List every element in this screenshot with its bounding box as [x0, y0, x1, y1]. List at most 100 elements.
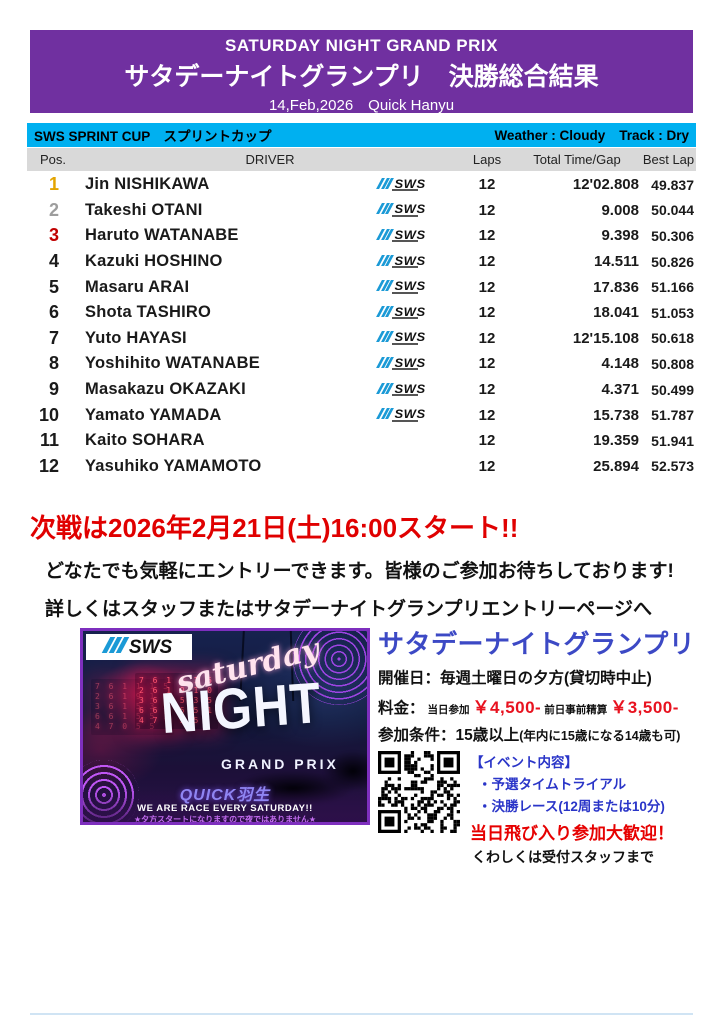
sws-stripes-icon	[376, 408, 394, 420]
total-time-value: 12'02.808	[572, 176, 639, 194]
sws-logo-underline	[392, 266, 418, 269]
total-time-value: 12'15.108	[572, 329, 639, 347]
sws-logo: SWS	[376, 278, 426, 294]
driver-name: Kaito SOHARA	[85, 431, 205, 450]
total-time-value: 17.836	[593, 278, 639, 296]
laps-value: 12	[478, 457, 496, 475]
driver-name: Jin NISHIKAWA	[85, 175, 210, 194]
night-title-text: NIGHT	[158, 670, 324, 746]
position-number: 8	[48, 353, 59, 374]
best-lap-value: 50.306	[651, 227, 694, 244]
sws-logo-text: SWS	[394, 355, 426, 370]
sws-stripes-icon	[376, 254, 394, 266]
page-title: サタデーナイトグランプリ 決勝総合結果	[124, 63, 599, 91]
total-time-value: 14.511	[593, 253, 639, 271]
table-row: 3 Haruto WATANABE SWS 12 9.398 50.306	[27, 223, 696, 249]
driver-name: Masaru ARAI	[85, 277, 190, 296]
laps-value: 12	[478, 406, 496, 424]
info-title: サタデーナイトグランプリ	[378, 629, 696, 659]
total-time-value: 4.148	[601, 355, 639, 373]
sws-stripes-icon	[101, 636, 130, 658]
sws-stripes-icon	[376, 203, 394, 215]
best-lap-value: 50.044	[651, 202, 694, 219]
sws-stripes-icon	[376, 382, 394, 394]
driver-name: Yasuhiko YAMAMOTO	[85, 456, 262, 475]
table-header: Pos. DRIVER Laps Total Time/Gap Best Lap	[27, 148, 696, 171]
fee-label: 料金：	[378, 699, 425, 717]
table-row: 10 Yamato YAMADA SWS 12 15.738 51.787	[27, 402, 696, 428]
sws-stripes-icon	[376, 177, 394, 189]
laps-value: 12	[478, 329, 496, 347]
table-row: 4 Kazuki HOSHINO SWS 12 14.511 50.826	[27, 249, 696, 275]
position-number: 3	[48, 225, 59, 246]
event-bar: SWS SPRINT CUP スプリントカップ Weather : Cloudy…	[27, 123, 696, 147]
sws-logo: SWS	[376, 304, 426, 320]
table-row: 11 Kaito SOHARA SWS 12 19.359 51.941	[27, 428, 696, 454]
best-lap-value: 51.166	[651, 279, 694, 296]
col-best: Best Lap	[642, 152, 695, 167]
date-venue: 14,Feb,2026 Quick Hanyu	[268, 97, 455, 114]
sws-logo-text: SWS	[394, 406, 426, 421]
entry-invite-line: どなたでも気軽にエントリーできます。皆様のご参加お待ちしております!	[45, 561, 674, 582]
event-content-header: 【イベント内容】	[470, 754, 578, 770]
sws-logo-text: SWS	[394, 278, 426, 293]
sws-logo-text: SWS	[394, 176, 426, 191]
col-driver: DRIVER	[245, 152, 295, 167]
position-number: 10	[38, 404, 59, 425]
position-number: 9	[48, 379, 59, 400]
laps-value: 12	[478, 253, 496, 271]
table-row: 8 Yoshihito WATANABE SWS 12 4.148 50.808	[27, 351, 696, 377]
sws-logo: SWS	[376, 329, 426, 345]
event-item-final: ・決勝レース(12周または10分)	[478, 798, 665, 814]
laps-value: 12	[478, 432, 496, 450]
driver-name: Masakazu OKAZAKI	[85, 380, 246, 399]
laps-value: 12	[478, 278, 496, 296]
reception-footer-text: くわしくは受付スタッフまで	[472, 848, 654, 865]
sws-logo: SWS	[376, 355, 426, 371]
laps-value: 12	[478, 355, 496, 373]
next-race-date: 次戦は2026年2月21日(土)16:00スタート!!	[30, 513, 519, 543]
sws-stripes-icon	[376, 356, 394, 368]
table-row: 1 Jin NISHIKAWA SWS 12 12'02.808 49.837	[27, 172, 696, 198]
walkin-welcome-text: 当日飛び入り参加大歓迎！	[470, 823, 674, 843]
position-number: 7	[48, 327, 59, 348]
driver-name: Yuto HAYASI	[85, 328, 187, 347]
sws-logo-text: SWS	[394, 227, 426, 242]
header-banner: SATURDAY NIGHT GRAND PRIX サタデーナイトグランプリ 決…	[30, 30, 693, 114]
position-number: 12	[38, 455, 59, 476]
sws-logo-underline	[392, 342, 418, 345]
sws-logo-text: SWS	[394, 304, 426, 319]
note-text: ★夕方スタートになりますので夜ではありません★	[133, 815, 317, 824]
fee-pre-label: 前日事前精算	[544, 703, 608, 716]
title-english: SATURDAY NIGHT GRAND PRIX	[225, 36, 498, 55]
bottom-overlay	[83, 788, 367, 822]
track-status: Track : Dry	[619, 127, 689, 143]
sws-logo-text: SWS	[394, 329, 426, 344]
sws-logo: SWS	[376, 253, 426, 269]
position-number: 2	[48, 199, 59, 220]
best-lap-value: 49.837	[651, 176, 694, 193]
best-lap-value: 52.573	[651, 458, 694, 475]
total-time-value: 4.371	[601, 381, 639, 399]
sws-stripes-icon	[376, 331, 394, 343]
table-row: 5 Masaru ARAI SWS 12 17.836 51.166	[27, 274, 696, 300]
laps-value: 12	[478, 176, 496, 194]
best-lap-value: 50.808	[651, 355, 694, 372]
position-number: 1	[48, 174, 59, 195]
fee-line: 料金： 当日参加 ￥4,500- 前日事前精算 ￥3,500-	[378, 693, 700, 718]
sws-logo-underline	[392, 394, 418, 397]
fee-day-price: ￥4,500-	[472, 697, 542, 717]
quick-hanyu-text: QUICK羽生	[179, 787, 271, 804]
laps-value: 12	[478, 227, 496, 245]
best-lap-value: 50.618	[651, 330, 694, 347]
sws-logo: SWS	[376, 381, 426, 397]
position-number: 4	[48, 251, 59, 272]
qr-code	[378, 750, 460, 833]
sws-logo-underline	[392, 368, 418, 371]
position-number: 5	[48, 276, 59, 297]
best-lap-value: 51.787	[651, 407, 694, 424]
